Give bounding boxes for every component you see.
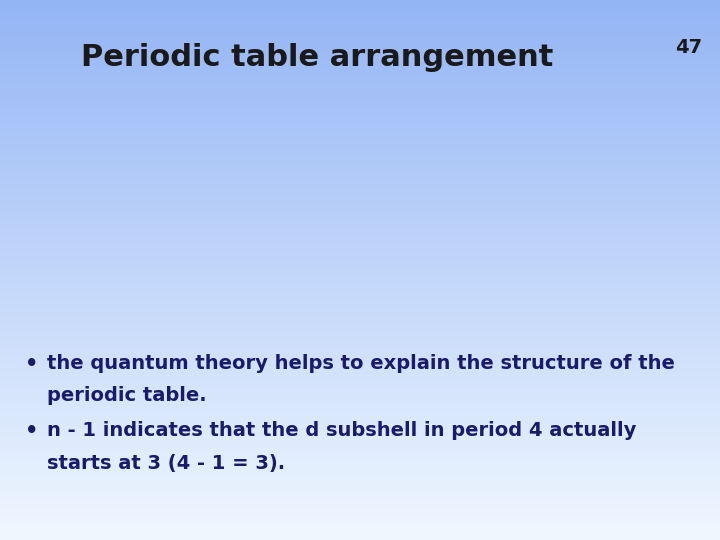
Text: periodic table.: periodic table. — [47, 386, 207, 405]
Text: 47: 47 — [675, 38, 702, 57]
Text: the quantum theory helps to explain the structure of the: the quantum theory helps to explain the … — [47, 354, 675, 373]
Text: n - 1 indicates that the d subshell in period 4 actually: n - 1 indicates that the d subshell in p… — [47, 421, 636, 440]
Text: starts at 3 (4 - 1 = 3).: starts at 3 (4 - 1 = 3). — [47, 454, 285, 472]
Text: •: • — [25, 354, 39, 374]
Text: Periodic table arrangement: Periodic table arrangement — [81, 43, 553, 72]
Text: •: • — [25, 421, 39, 441]
